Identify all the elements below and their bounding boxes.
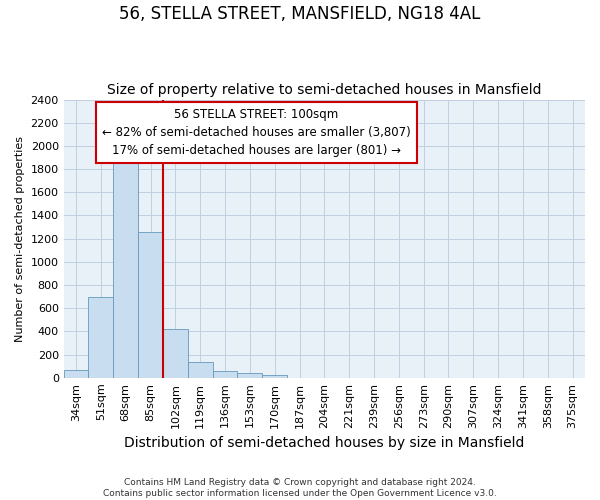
Bar xyxy=(113,153,138,378)
Text: 56, STELLA STREET, MANSFIELD, NG18 4AL: 56, STELLA STREET, MANSFIELD, NG18 4AL xyxy=(119,5,481,23)
Bar xyxy=(238,374,262,378)
Y-axis label: Number of semi-detached properties: Number of semi-detached properties xyxy=(15,136,25,342)
Text: 56 STELLA STREET: 100sqm
← 82% of semi-detached houses are smaller (3,807)
17% o: 56 STELLA STREET: 100sqm ← 82% of semi-d… xyxy=(102,108,411,157)
Bar xyxy=(88,296,113,378)
Bar xyxy=(64,370,88,378)
Bar xyxy=(188,362,212,378)
Bar xyxy=(163,328,188,378)
X-axis label: Distribution of semi-detached houses by size in Mansfield: Distribution of semi-detached houses by … xyxy=(124,436,524,450)
Bar xyxy=(262,376,287,378)
Title: Size of property relative to semi-detached houses in Mansfield: Size of property relative to semi-detach… xyxy=(107,83,542,97)
Text: Contains HM Land Registry data © Crown copyright and database right 2024.
Contai: Contains HM Land Registry data © Crown c… xyxy=(103,478,497,498)
Bar xyxy=(138,232,163,378)
Bar xyxy=(212,371,238,378)
